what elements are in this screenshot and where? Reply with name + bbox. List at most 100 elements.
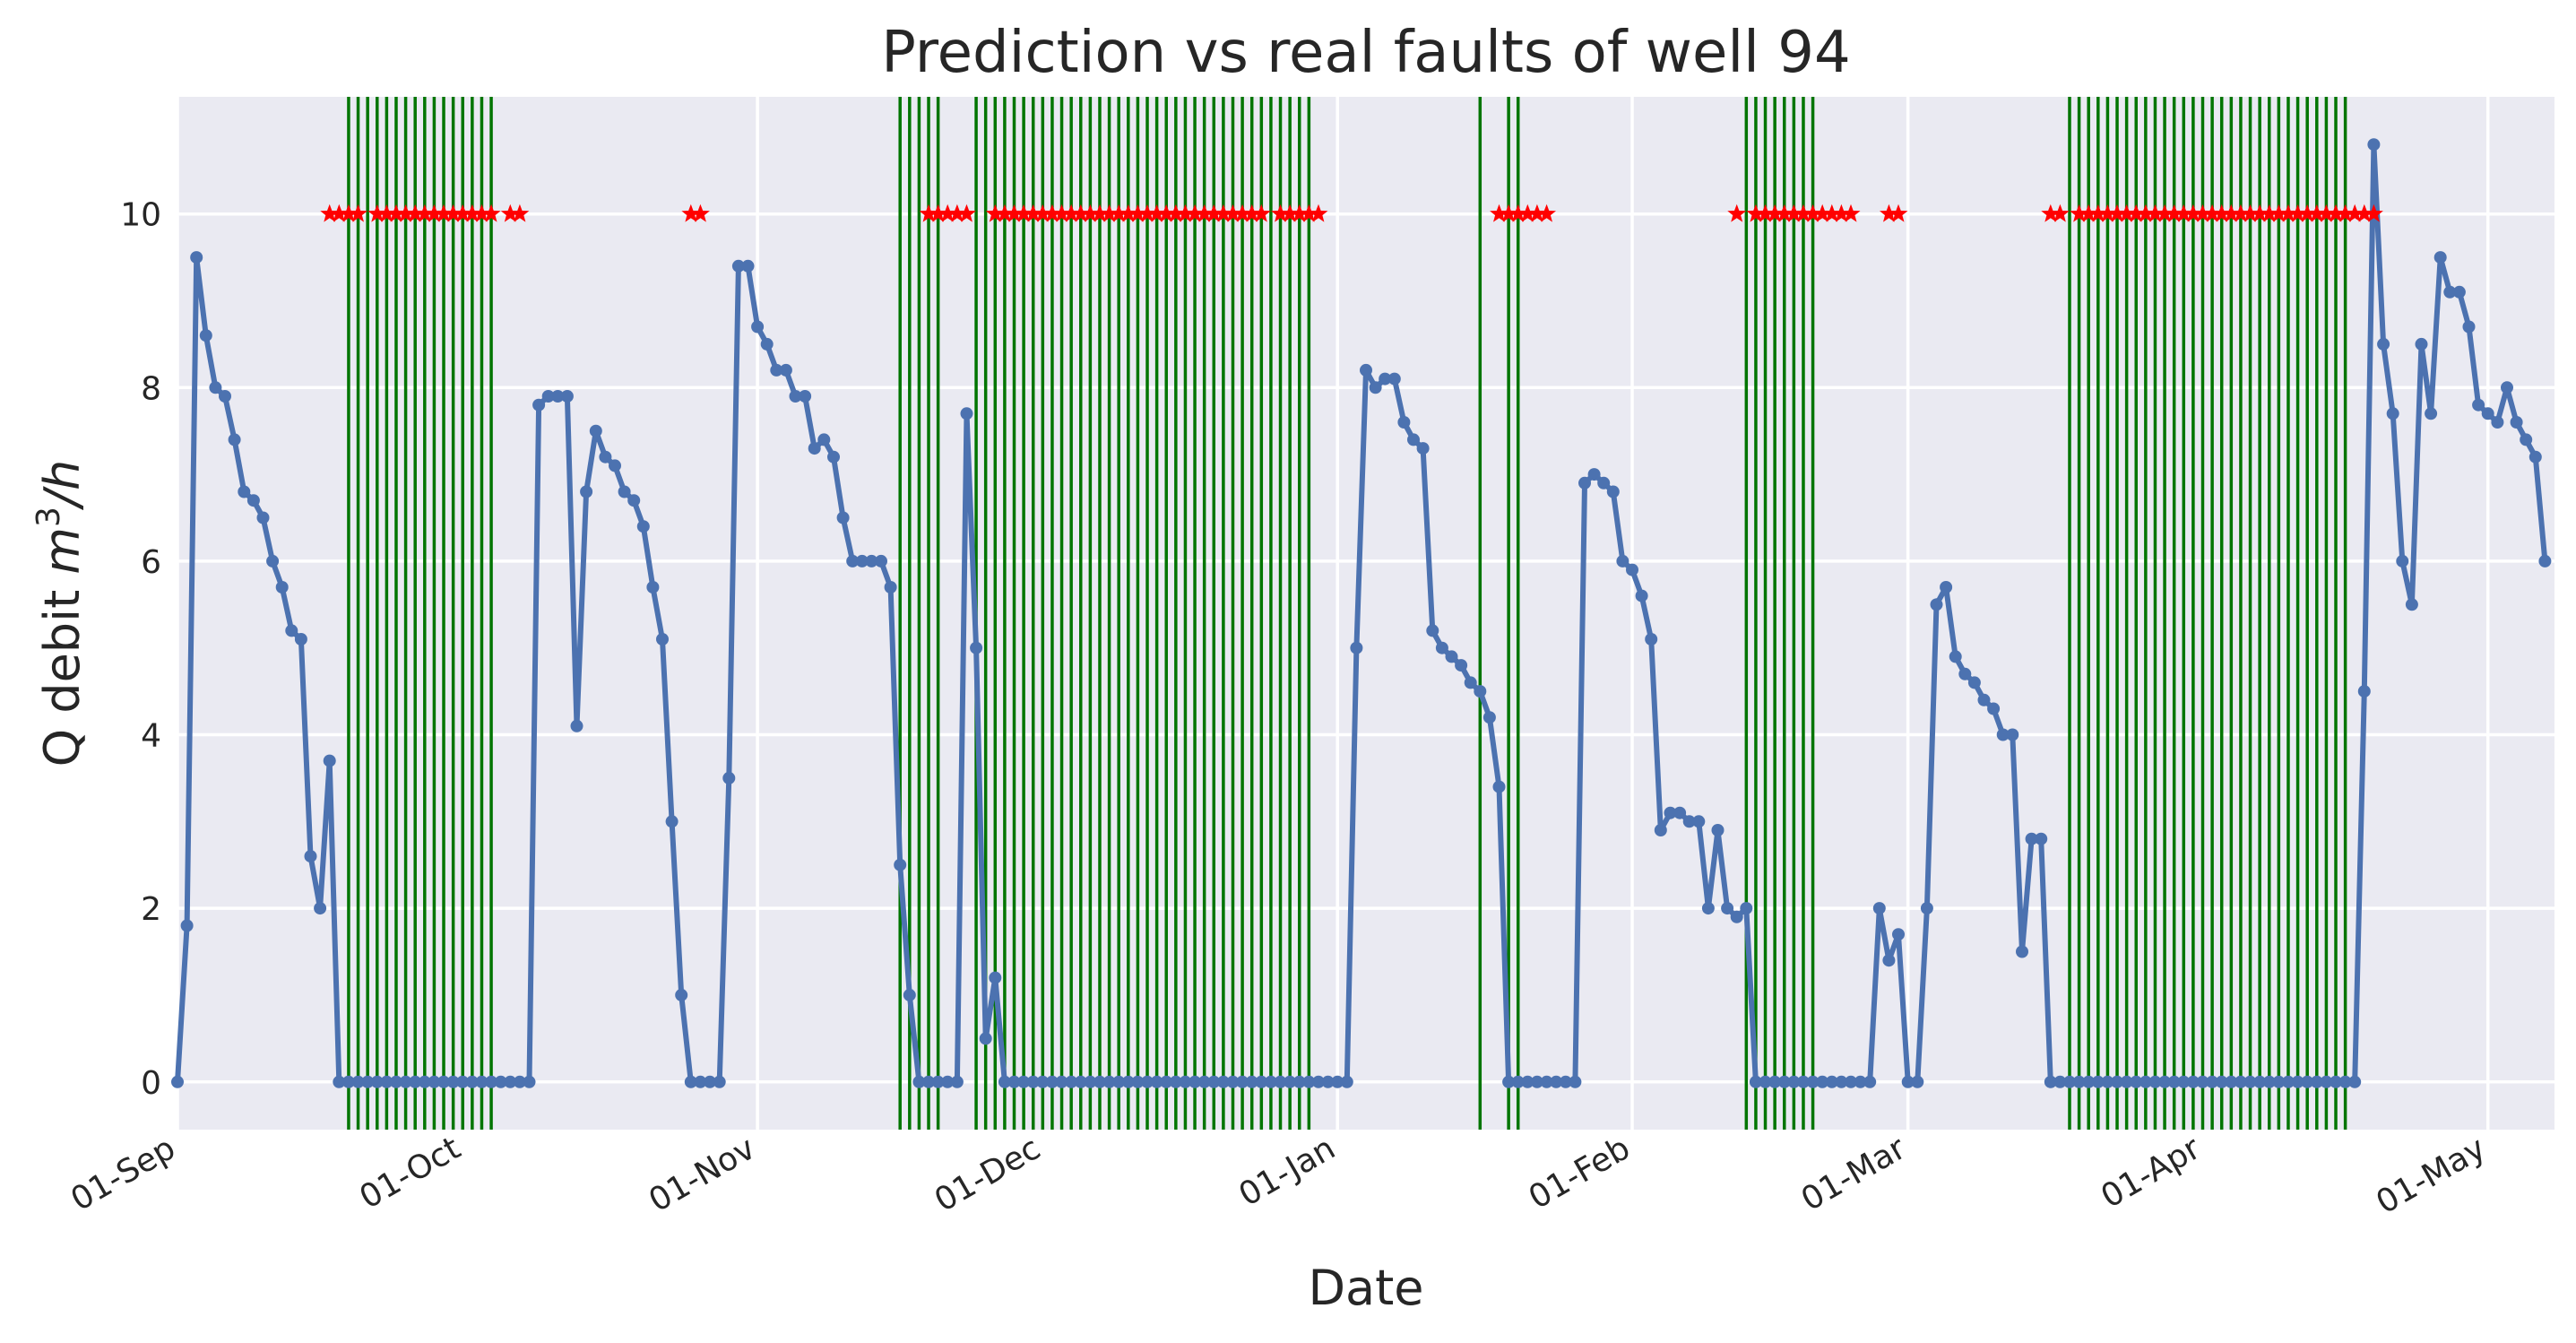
data-point bbox=[1940, 581, 1953, 594]
prediction-star bbox=[2297, 204, 2317, 222]
prediction-star bbox=[2336, 204, 2356, 222]
data-point bbox=[865, 554, 878, 568]
data-point bbox=[428, 1075, 441, 1088]
data-point bbox=[275, 581, 289, 594]
prediction-star bbox=[1061, 204, 1081, 222]
prediction-star bbox=[1527, 204, 1547, 222]
data-point bbox=[2338, 1075, 2352, 1088]
prediction-star bbox=[1119, 204, 1138, 222]
prediction-star bbox=[2345, 204, 2364, 222]
data-point bbox=[2044, 1075, 2057, 1088]
data-point bbox=[1863, 1075, 1877, 1088]
prediction-star bbox=[1831, 204, 1851, 222]
prediction-star bbox=[1746, 204, 1766, 222]
data-point bbox=[1597, 476, 1611, 490]
data-point bbox=[1426, 624, 1439, 637]
prediction-star bbox=[1794, 204, 1813, 222]
prediction-star bbox=[1812, 204, 1832, 222]
data-point bbox=[2177, 1075, 2191, 1088]
data-point bbox=[1340, 1075, 1353, 1088]
data-point bbox=[2520, 433, 2533, 446]
data-point bbox=[1835, 1075, 1848, 1088]
prediction-star bbox=[2269, 204, 2288, 222]
prediction-star bbox=[1784, 204, 1803, 222]
data-point bbox=[1701, 902, 1715, 915]
y-tick-label: 10 bbox=[120, 197, 161, 234]
data-point bbox=[1816, 1075, 1829, 1088]
data-point bbox=[1150, 1075, 1163, 1088]
data-point bbox=[1179, 1075, 1192, 1088]
prediction-star bbox=[2146, 204, 2165, 222]
data-point bbox=[779, 363, 792, 377]
data-point bbox=[1958, 667, 1972, 680]
data-point bbox=[1131, 1075, 1145, 1088]
data-point bbox=[1445, 650, 1458, 663]
data-point bbox=[2491, 416, 2504, 429]
data-point bbox=[1379, 372, 1392, 386]
data-point bbox=[1255, 1075, 1268, 1088]
x-axis-ticks: 01-Sep 01-Oct 01-Nov 01-Dec 01-Jan 01-Feb 01-M… bbox=[65, 1130, 2492, 1221]
data-point bbox=[855, 554, 869, 568]
prediction-star bbox=[1271, 204, 1290, 222]
data-point bbox=[1882, 954, 1896, 967]
prediction-star bbox=[1156, 204, 1176, 222]
prediction-star bbox=[1880, 204, 1898, 222]
data-point bbox=[1245, 1075, 1258, 1088]
data-point bbox=[199, 329, 212, 342]
data-point bbox=[485, 1075, 498, 1088]
data-point bbox=[817, 433, 831, 446]
data-point bbox=[741, 259, 755, 273]
prediction-star bbox=[1822, 204, 1842, 222]
data-point bbox=[351, 1075, 365, 1088]
prediction-star bbox=[2316, 204, 2336, 222]
prediction-star bbox=[2155, 204, 2174, 222]
data-point bbox=[799, 390, 812, 403]
data-point bbox=[960, 407, 973, 420]
data-point bbox=[1768, 1075, 1782, 1088]
data-point bbox=[836, 511, 850, 524]
data-point bbox=[1236, 1075, 1249, 1088]
data-point bbox=[266, 554, 280, 568]
data-point bbox=[1482, 711, 1496, 724]
prediction-star bbox=[1290, 204, 1310, 222]
data-point bbox=[341, 1075, 355, 1088]
prediction-star bbox=[2136, 204, 2156, 222]
data-point bbox=[1930, 598, 1943, 611]
prediction-star bbox=[1052, 204, 1071, 222]
chart-title: Prediction vs real faults of well 94 bbox=[881, 20, 1850, 86]
data-point bbox=[1664, 806, 1677, 819]
data-point bbox=[1540, 1075, 1553, 1088]
data-point bbox=[789, 390, 802, 403]
data-point bbox=[1797, 1075, 1810, 1088]
prediction-star bbox=[929, 204, 948, 222]
data-point bbox=[665, 815, 679, 828]
data-point bbox=[1435, 641, 1448, 654]
y-axis-label: Q debit m3/h bbox=[30, 460, 91, 767]
data-point bbox=[875, 554, 887, 568]
y-tick-label: 8 bbox=[141, 370, 161, 407]
data-point bbox=[1892, 928, 1905, 941]
data-point bbox=[2234, 1075, 2247, 1088]
data-point bbox=[713, 1075, 726, 1088]
data-point bbox=[1284, 1075, 1297, 1088]
data-point bbox=[1787, 1075, 1801, 1088]
data-point bbox=[1331, 1075, 1344, 1088]
y-axis-label-unit-rest: /h bbox=[34, 460, 91, 510]
data-point bbox=[1606, 485, 1620, 498]
data-point bbox=[285, 624, 298, 637]
data-point bbox=[1854, 1075, 1867, 1088]
data-point bbox=[523, 1075, 536, 1088]
prediction-star bbox=[1042, 204, 1062, 222]
data-point bbox=[1578, 476, 1591, 490]
prediction-star bbox=[681, 204, 701, 222]
x-tick-label: 01-Nov bbox=[643, 1130, 761, 1219]
prediction-star bbox=[1195, 204, 1215, 222]
data-point bbox=[1055, 1075, 1068, 1088]
data-point bbox=[2158, 1075, 2172, 1088]
data-point bbox=[1730, 910, 1743, 923]
data-point bbox=[2025, 832, 2038, 845]
data-point bbox=[894, 858, 907, 871]
prediction-star bbox=[2165, 204, 2184, 222]
prediction-star bbox=[985, 204, 1005, 222]
prediction-star bbox=[510, 204, 530, 222]
